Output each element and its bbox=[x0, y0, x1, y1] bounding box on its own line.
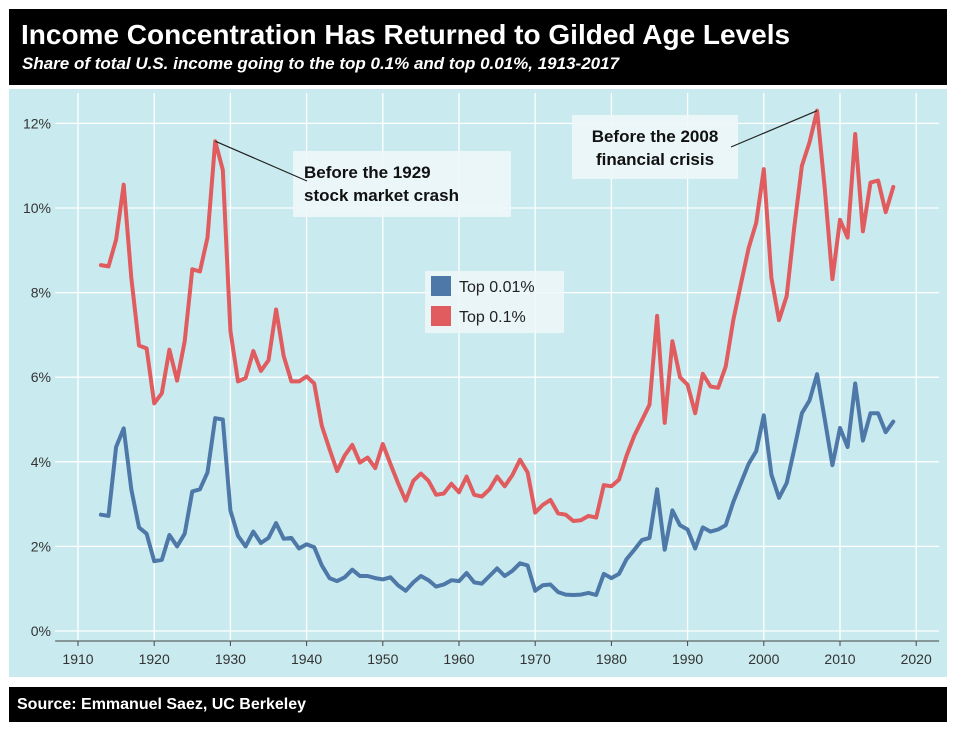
legend-label: Top 0.01% bbox=[459, 279, 535, 296]
annotation-leader-line bbox=[214, 140, 308, 182]
annotation-text: stock market crash bbox=[304, 186, 459, 205]
annotation-text: Before the 2008 bbox=[592, 127, 719, 146]
y-axis-ticks: 0% 2% 4% 6% 8% 10% 12% bbox=[23, 115, 51, 639]
x-tick-label: 2020 bbox=[901, 651, 932, 667]
y-tick-label: 4% bbox=[31, 454, 51, 470]
legend-swatch bbox=[431, 306, 451, 326]
legend-label: Top 0.1% bbox=[459, 309, 526, 326]
x-tick-label: 1970 bbox=[520, 651, 551, 667]
x-tick-label: 1990 bbox=[672, 651, 703, 667]
y-tick-label: 0% bbox=[31, 623, 51, 639]
x-tick-label: 1910 bbox=[62, 651, 93, 667]
x-tick-label: 1940 bbox=[291, 651, 322, 667]
annotation-leader-line bbox=[730, 110, 818, 148]
x-tick-label: 1960 bbox=[443, 651, 474, 667]
annotation-box bbox=[293, 151, 511, 217]
y-tick-label: 10% bbox=[23, 200, 51, 216]
x-tick-label: 2000 bbox=[748, 651, 779, 667]
y-tick-label: 6% bbox=[31, 369, 51, 385]
data-series bbox=[98, 108, 896, 597]
x-tick-label: 2010 bbox=[824, 651, 855, 667]
x-tick-label: 1950 bbox=[367, 651, 398, 667]
x-axis-ticks: 1910 1920 1930 1940 1950 1960 1970 1980 1990 2000… bbox=[55, 640, 940, 667]
plot-area: 0% 2% 4% 6% 8% 10% 12% 1910 1920 1930 1940 1950 196… bbox=[9, 89, 947, 677]
annotation-text: financial crisis bbox=[596, 150, 714, 169]
chart-subtitle: Share of total U.S. income going to the … bbox=[22, 54, 620, 73]
y-tick-label: 12% bbox=[23, 115, 51, 131]
series-line-top-0-01 bbox=[98, 372, 896, 597]
x-tick-label: 1980 bbox=[596, 651, 627, 667]
income-share-line-chart: 0% 2% 4% 6% 8% 10% 12% 1910 1920 1930 1940 1950 196… bbox=[23, 93, 940, 667]
series-line-top-0-1 bbox=[98, 108, 896, 523]
chart-footer: Source: Emmanuel Saez, UC Berkeley bbox=[9, 687, 947, 722]
y-tick-label: 2% bbox=[31, 538, 51, 554]
source-note: Source: Emmanuel Saez, UC Berkeley bbox=[17, 696, 307, 713]
legend-swatch bbox=[431, 276, 451, 296]
chart-legend: Top 0.01% Top 0.1% bbox=[425, 271, 564, 333]
x-tick-label: 1920 bbox=[139, 651, 170, 667]
chart-title: Income Concentration Has Returned to Gil… bbox=[21, 19, 791, 50]
chart-header: Income Concentration Has Returned to Gil… bbox=[9, 9, 947, 85]
chart-annotations: Before the 1929 stock market crash Before … bbox=[214, 110, 818, 217]
y-tick-label: 8% bbox=[31, 285, 51, 301]
annotation-text: Before the 1929 bbox=[304, 163, 431, 182]
annotation-box bbox=[572, 115, 738, 179]
x-tick-label: 1930 bbox=[215, 651, 246, 667]
